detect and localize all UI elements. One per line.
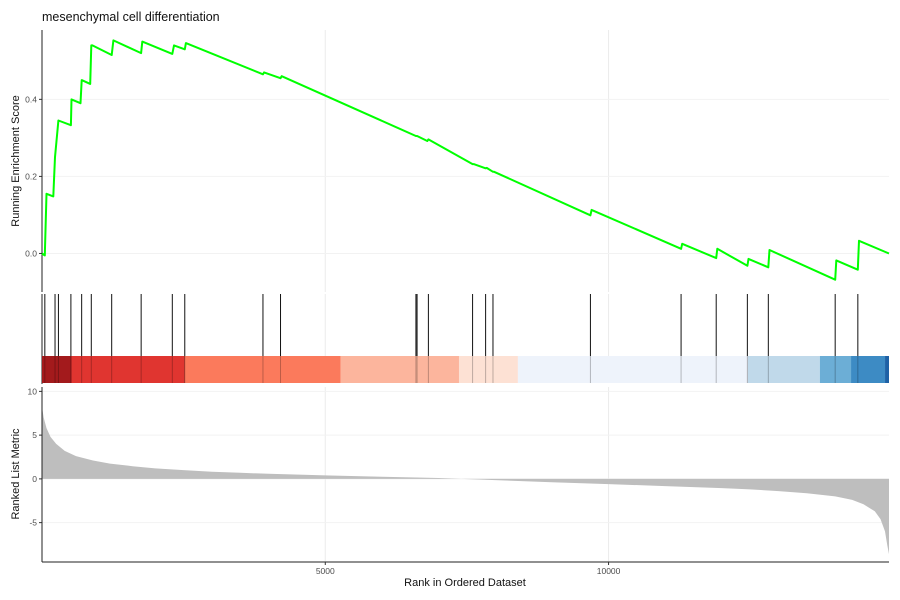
color-band-segment [71,356,185,383]
chart-title: mesenchymal cell differentiation [42,10,220,24]
es-y-tick-label: 0.2 [25,171,37,181]
x-tick-label: 5000 [316,566,335,576]
es-y-tick-label: 0.4 [25,94,37,104]
color-band-segment [747,356,820,383]
enrichment-score-panel: 0.0 0.2 0.4 Running Enrichment Score [10,30,890,292]
x-axis-title: Rank in Ordered Dataset [404,577,526,589]
color-band-segment [885,356,889,383]
metric-y-tick-label: 0 [32,474,37,484]
es-y-axis-title: Running Enrichment Score [10,95,22,226]
metric-y-axis-title: Ranked List Metric [10,428,22,520]
es-y-tick-label: 0.0 [25,248,37,258]
x-ticks: 5000 10000 [316,562,621,576]
metric-y-ticks: -5 0 5 10 [28,386,42,528]
color-band-segment [184,356,341,383]
metric-y-tick-label: 10 [28,386,38,396]
es-y-ticks: 0.0 0.2 0.4 [25,94,42,258]
color-band-segment [458,356,518,383]
gene-hits-panel [41,294,889,384]
metric-y-tick-label: 5 [32,430,37,440]
ranked-color-band [42,356,889,383]
ranked-list-metric-panel: -5 0 5 10 5000 10000 Ranked List Metric Rank… [10,386,889,589]
color-band-segment [819,356,852,383]
color-band-segment [517,356,748,383]
color-band-segment [851,356,886,383]
running-enrichment-score-line [41,39,890,281]
color-band-segment [340,356,459,383]
color-band-segment [42,356,72,383]
metric-y-tick-label: -5 [29,518,37,528]
x-tick-label: 10000 [597,566,621,576]
es-gridlines [42,30,889,292]
ranked-list-metric-area [42,407,889,555]
